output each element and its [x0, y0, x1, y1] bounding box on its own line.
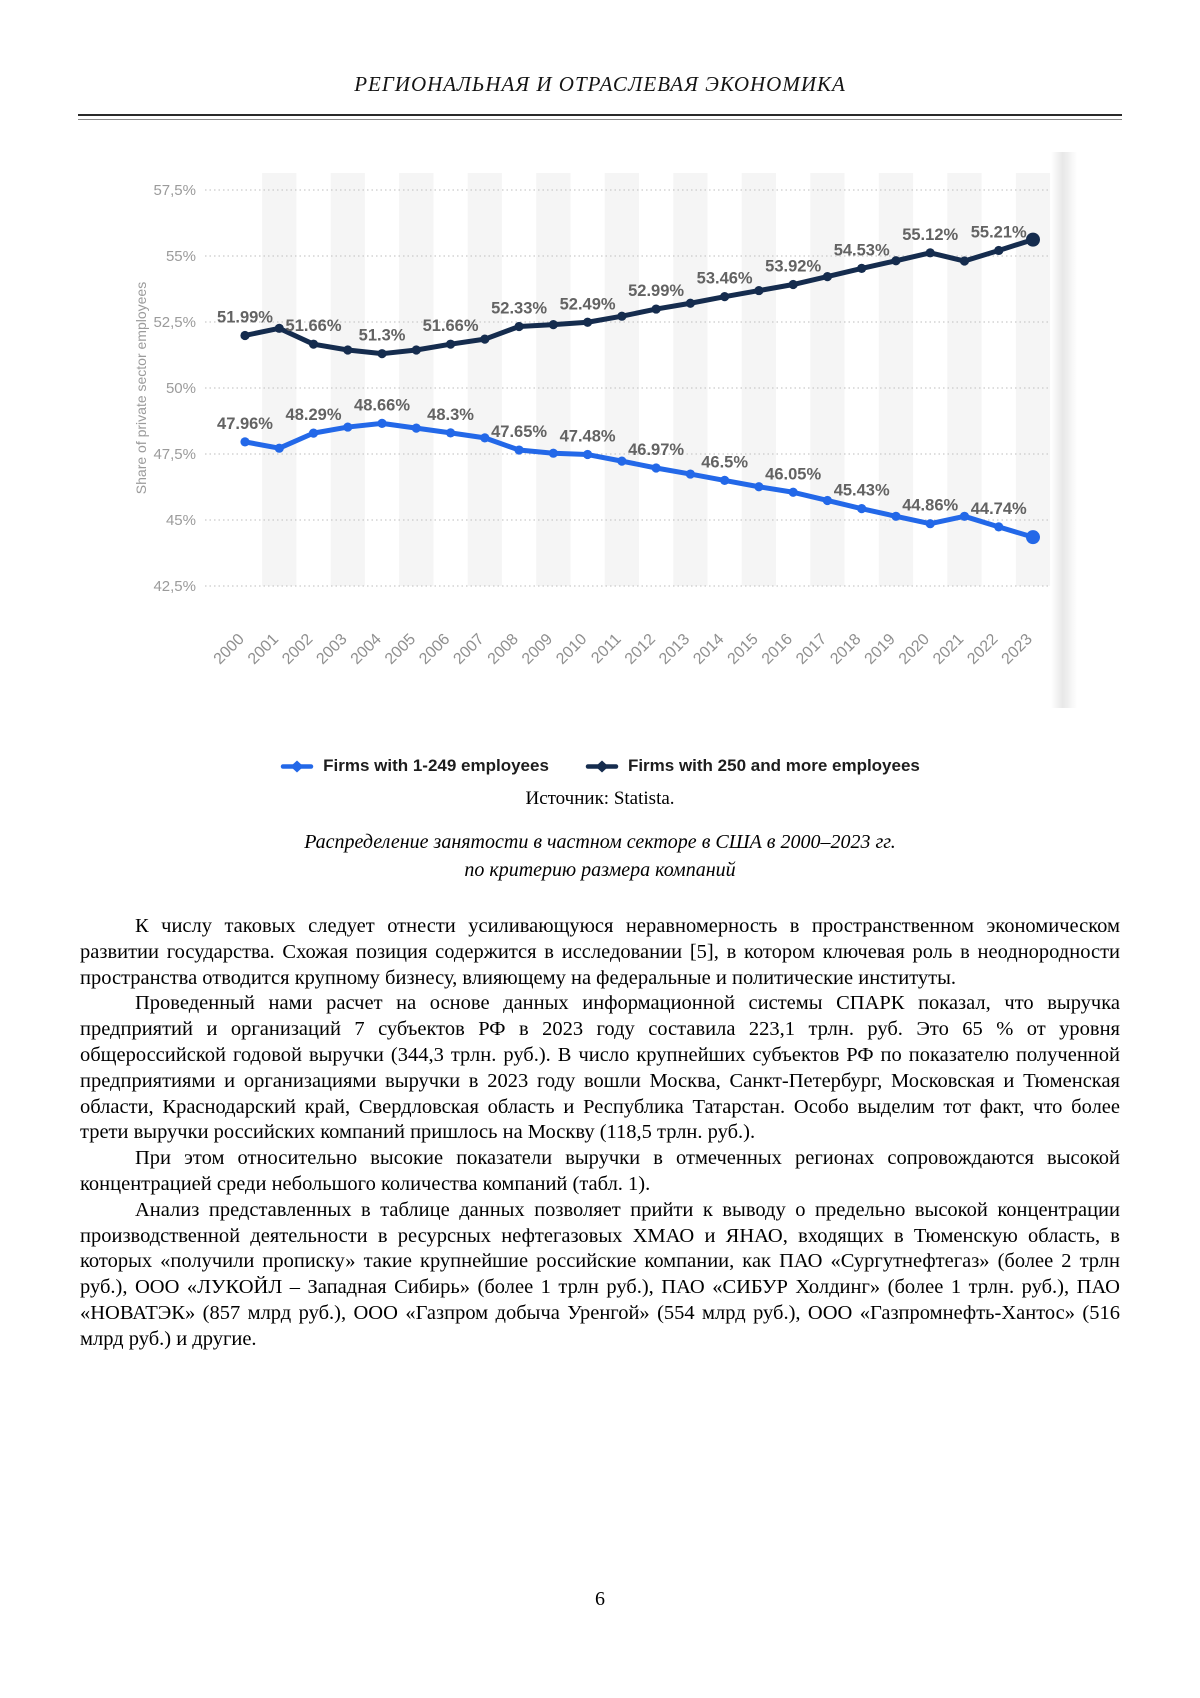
page-number: 6 [595, 1588, 605, 1610]
svg-text:48.66%: 48.66% [354, 396, 410, 414]
paragraph-3: При этом относительно высокие показатели… [80, 1147, 1120, 1195]
header-rule [78, 114, 1122, 120]
svg-text:2017: 2017 [793, 631, 830, 668]
line-marker-icon [585, 760, 619, 772]
svg-text:2007: 2007 [450, 631, 487, 668]
svg-text:2023: 2023 [999, 631, 1036, 668]
svg-text:52.49%: 52.49% [560, 295, 616, 313]
employment-chart-figure: 57,5% 55% 52,5% 50% 47,5% 45% 42,5% 2000 2001 200… [130, 148, 1080, 723]
svg-text:2008: 2008 [485, 631, 522, 668]
legend-item-small-firms: Firms with 1-249 employees [280, 756, 549, 776]
line-marker-icon [280, 760, 314, 772]
svg-text:2020: 2020 [896, 631, 933, 668]
svg-text:52.99%: 52.99% [628, 282, 684, 300]
legend-label-large-firms: Firms with 250 and more employees [627, 756, 920, 775]
svg-text:2009: 2009 [519, 631, 556, 668]
svg-text:51.99%: 51.99% [217, 308, 273, 326]
figure-caption-line2: по критерию размера компаний [464, 859, 736, 881]
svg-text:57,5%: 57,5% [153, 182, 196, 199]
svg-text:42,5%: 42,5% [153, 578, 196, 595]
svg-text:51.66%: 51.66% [423, 317, 479, 335]
svg-text:46.97%: 46.97% [628, 441, 684, 459]
chart-legend: Firms with 1-249 employees Firms with 25… [0, 756, 1200, 776]
paragraph-1: К числу таковых следует отнести усиливаю… [80, 915, 1120, 989]
svg-text:47.65%: 47.65% [491, 423, 547, 441]
svg-text:50%: 50% [166, 380, 196, 397]
paragraph-2: Проведенный нами расчет на основе данных… [80, 992, 1120, 1144]
svg-text:48.29%: 48.29% [286, 406, 342, 424]
svg-text:2014: 2014 [690, 631, 727, 668]
svg-text:52.33%: 52.33% [491, 299, 547, 317]
svg-text:Share of private sector employ: Share of private sector employees [133, 282, 149, 494]
svg-text:2010: 2010 [553, 631, 590, 668]
svg-text:44.86%: 44.86% [902, 497, 958, 515]
svg-text:2019: 2019 [862, 631, 899, 668]
paragraph-4: Анализ представленных в таблице данных п… [80, 1198, 1120, 1350]
svg-text:55.21%: 55.21% [971, 223, 1027, 241]
svg-text:2012: 2012 [622, 631, 659, 668]
svg-text:47.96%: 47.96% [217, 415, 273, 433]
svg-text:47,5%: 47,5% [153, 446, 196, 463]
legend-label-small-firms: Firms with 1-249 employees [323, 756, 549, 775]
svg-text:48.3%: 48.3% [427, 406, 474, 424]
svg-text:52,5%: 52,5% [153, 314, 196, 331]
svg-text:2001: 2001 [245, 631, 282, 668]
svg-text:2015: 2015 [725, 631, 762, 668]
svg-text:51.3%: 51.3% [359, 327, 406, 345]
svg-text:53.92%: 53.92% [765, 258, 821, 276]
figure-caption: Распределение занятости в частном сектор… [0, 828, 1200, 884]
svg-text:2011: 2011 [588, 631, 624, 667]
svg-text:54.53%: 54.53% [834, 241, 890, 259]
svg-text:2013: 2013 [656, 631, 693, 668]
svg-text:46.5%: 46.5% [701, 453, 748, 471]
svg-text:2005: 2005 [382, 631, 419, 668]
employment-chart-svg: 57,5%55%52,5%50%47,5%45%42,5%20002001200… [133, 152, 1077, 708]
svg-text:2021: 2021 [930, 631, 967, 668]
svg-text:45%: 45% [166, 512, 196, 529]
svg-text:44.74%: 44.74% [971, 500, 1027, 518]
svg-text:45.43%: 45.43% [834, 482, 890, 500]
svg-text:51.66%: 51.66% [286, 317, 342, 335]
svg-text:55.12%: 55.12% [902, 226, 958, 244]
svg-text:55%: 55% [166, 248, 196, 265]
source-note: Источник: Statista. [525, 788, 675, 809]
svg-text:2016: 2016 [759, 631, 796, 668]
svg-text:47.48%: 47.48% [560, 428, 616, 446]
running-header: РЕГИОНАЛЬНАЯ И ОТРАСЛЕВАЯ ЭКОНОМИКА [354, 72, 846, 96]
svg-text:2004: 2004 [348, 631, 385, 668]
svg-text:2006: 2006 [416, 631, 453, 668]
svg-text:2022: 2022 [964, 631, 1001, 668]
figure-caption-line1: Распределение занятости в частном сектор… [304, 831, 896, 853]
svg-text:46.05%: 46.05% [765, 465, 821, 483]
svg-text:2000: 2000 [211, 631, 248, 668]
body-text: К числу таковых следует отнести усиливаю… [80, 914, 1120, 1353]
svg-text:2003: 2003 [313, 631, 350, 668]
svg-text:2018: 2018 [827, 631, 864, 668]
svg-text:2002: 2002 [279, 631, 316, 668]
svg-text:53.46%: 53.46% [697, 270, 753, 288]
legend-item-large-firms: Firms with 250 and more employees [585, 756, 920, 776]
